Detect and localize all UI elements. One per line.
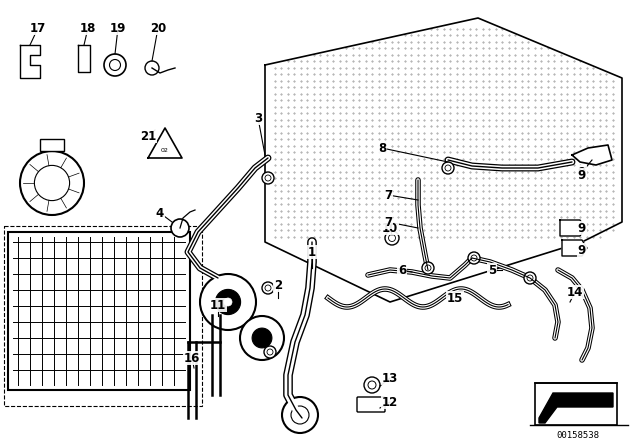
Circle shape — [216, 289, 241, 314]
Text: 8: 8 — [378, 142, 386, 155]
Circle shape — [262, 172, 274, 184]
Circle shape — [422, 262, 434, 274]
Bar — [8, 232, 190, 390]
Circle shape — [524, 272, 536, 284]
Circle shape — [369, 403, 375, 409]
Circle shape — [145, 61, 159, 75]
Circle shape — [252, 328, 272, 348]
Polygon shape — [560, 220, 585, 236]
Circle shape — [264, 346, 276, 358]
Text: 17: 17 — [30, 22, 46, 34]
Text: 11: 11 — [210, 298, 226, 311]
Text: 21: 21 — [140, 129, 156, 142]
Bar — [4, 226, 202, 406]
Text: 4: 4 — [156, 207, 164, 220]
Text: 14: 14 — [567, 285, 583, 298]
Text: 7: 7 — [384, 189, 392, 202]
Circle shape — [385, 231, 399, 245]
Polygon shape — [148, 128, 182, 158]
Polygon shape — [78, 45, 90, 72]
Text: 10: 10 — [382, 221, 398, 234]
Polygon shape — [562, 240, 587, 256]
Text: 5: 5 — [488, 263, 496, 276]
Circle shape — [200, 274, 256, 330]
Circle shape — [171, 219, 189, 237]
Polygon shape — [539, 393, 613, 423]
Text: 18: 18 — [80, 22, 96, 34]
Circle shape — [442, 162, 454, 174]
Circle shape — [468, 252, 480, 264]
Text: 7: 7 — [384, 215, 392, 228]
Polygon shape — [265, 18, 622, 302]
Text: 20: 20 — [150, 22, 166, 34]
Text: 00158538: 00158538 — [557, 431, 600, 439]
FancyBboxPatch shape — [357, 397, 385, 412]
Text: 2: 2 — [274, 279, 282, 292]
Text: 16: 16 — [184, 352, 200, 365]
Text: 9: 9 — [578, 168, 586, 181]
Text: 9: 9 — [578, 244, 586, 257]
Circle shape — [282, 397, 318, 433]
Text: 15: 15 — [447, 292, 463, 305]
Circle shape — [240, 316, 284, 360]
Circle shape — [364, 377, 380, 393]
Text: 12: 12 — [382, 396, 398, 409]
Text: 02: 02 — [161, 147, 169, 152]
Circle shape — [104, 54, 126, 76]
Bar — [40, 139, 64, 151]
Text: 1: 1 — [308, 246, 316, 258]
Text: 6: 6 — [398, 263, 406, 276]
Text: 19: 19 — [110, 22, 126, 34]
Polygon shape — [20, 45, 40, 78]
Circle shape — [224, 298, 232, 306]
Text: 9: 9 — [578, 165, 586, 178]
Circle shape — [262, 282, 274, 294]
Text: 3: 3 — [254, 112, 262, 125]
Polygon shape — [572, 145, 612, 165]
Text: 9: 9 — [578, 221, 586, 234]
Bar — [535, 383, 617, 425]
Text: 13: 13 — [382, 371, 398, 384]
Circle shape — [20, 151, 84, 215]
